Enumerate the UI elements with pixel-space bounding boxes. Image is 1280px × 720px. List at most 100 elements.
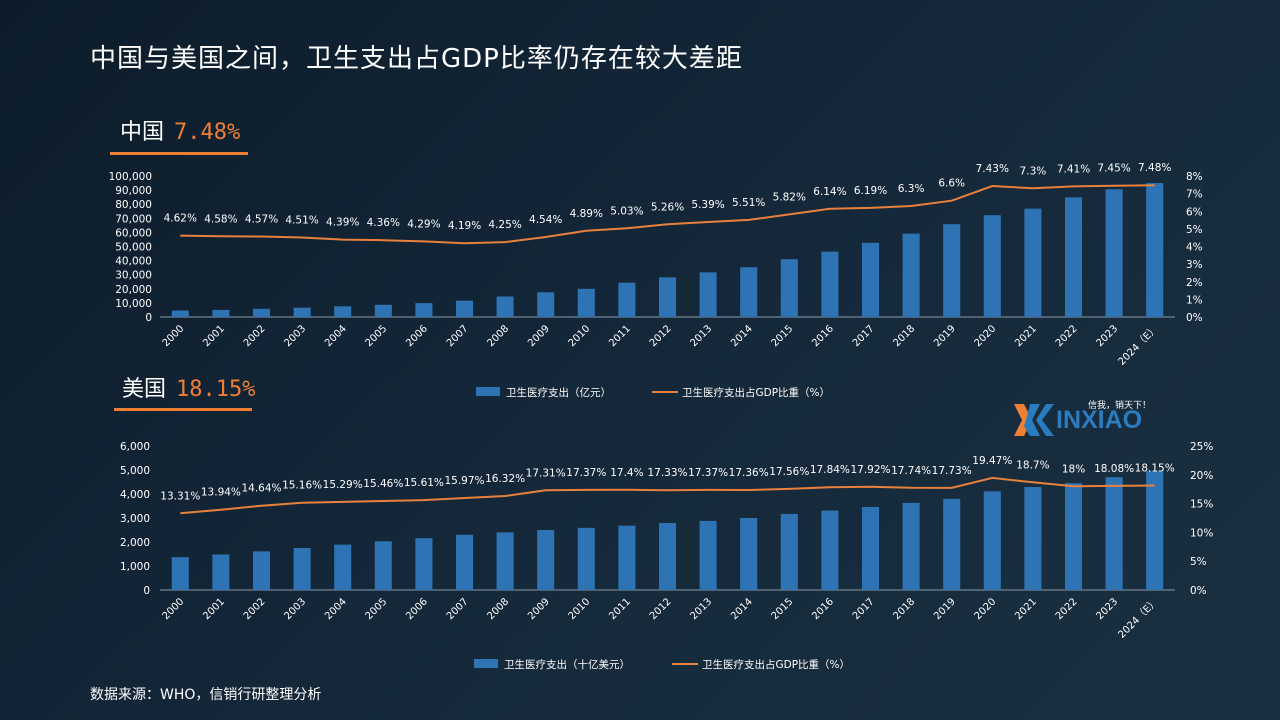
china-y2-tick-label: 1% <box>1186 294 1203 306</box>
china-bar <box>1105 189 1123 317</box>
china-x-tick-label: 2011 <box>607 323 633 349</box>
china-bar <box>455 300 474 317</box>
china-data-label: 6.3% <box>898 183 925 195</box>
logo-mark-icon <box>1014 404 1054 436</box>
china-x-tick-label: 2014 <box>729 323 755 349</box>
china-y2-tick-label: 3% <box>1186 259 1203 271</box>
china-bar <box>780 259 798 317</box>
china-y2-tick-label: 4% <box>1186 242 1203 254</box>
usa-data-label: 17.31% <box>526 467 566 479</box>
usa-x-tick-label: 2016 <box>810 596 836 622</box>
china-line-series <box>180 184 1155 245</box>
china-data-label: 5.26% <box>651 201 684 213</box>
usa-x-tick-label: 2013 <box>688 596 714 622</box>
china-data-label: 4.51% <box>285 215 318 227</box>
china-data-label: 7.45% <box>1097 163 1130 175</box>
usa-data-label: 13.31% <box>160 490 200 502</box>
china-x-tick-label: 2006 <box>404 323 430 349</box>
usa-data-label: 17.36% <box>729 467 769 479</box>
china-data-label: 5.51% <box>732 197 765 209</box>
logo: 信我，销天下！ INXIAO <box>1012 400 1182 440</box>
china-y2-tick-label: 5% <box>1186 224 1203 236</box>
china-data-label: 7.43% <box>976 163 1009 175</box>
usa-bar <box>1064 483 1083 590</box>
logo-slogan: 信我，销天下！ <box>1088 401 1152 411</box>
china-bar <box>334 306 352 317</box>
usa-x-tick-label: 2000 <box>161 596 187 622</box>
usa-data-label: 17.37% <box>688 467 728 479</box>
china-x-tick-label: 2019 <box>932 323 958 349</box>
usa-y2-tick-label: 5% <box>1190 556 1207 568</box>
china-bar <box>171 310 189 317</box>
usa-y-tick-label: 6,000 <box>120 441 150 453</box>
china-x-tick-label: 2020 <box>973 323 999 349</box>
china-x-tick-label: 2023 <box>1094 323 1120 349</box>
usa-x-tick-label: 2003 <box>282 596 308 622</box>
china-x-tick-label: 2005 <box>364 323 390 349</box>
china-data-label: 7.48% <box>1138 162 1171 174</box>
china-y-tick-label: 90,000 <box>115 185 152 197</box>
usa-value: 18.15% <box>176 377 256 402</box>
usa-data-label: 17.4% <box>610 467 643 479</box>
usa-line-series <box>180 476 1155 515</box>
usa-data-label: 19.47% <box>972 455 1012 467</box>
china-x-tick-label: 2017 <box>851 323 877 349</box>
china-bar <box>293 307 311 317</box>
usa-x-tick-label: 2011 <box>607 596 633 622</box>
usa-bar <box>780 513 798 590</box>
usa-data-label: 15.16% <box>282 480 322 492</box>
china-bar <box>740 267 758 317</box>
usa-bar <box>943 498 961 590</box>
china-x-tick-label: 2010 <box>567 323 593 349</box>
usa-bar <box>455 534 474 590</box>
china-legend-bar-label: 卫生医疗支出（亿元） <box>506 386 611 399</box>
usa-bar <box>252 551 271 590</box>
china-x-tick-label: 2016 <box>810 323 836 349</box>
usa-legend-line-label: 卫生医疗支出占GDP比重（%） <box>702 658 850 671</box>
china-label: 中国 <box>120 120 165 145</box>
usa-data-label: 18.7% <box>1016 459 1049 471</box>
china-x-tick-label: 2009 <box>526 323 552 349</box>
china-data-label: 7.41% <box>1057 163 1090 175</box>
china-bar <box>943 224 961 317</box>
china-data-label: 4.89% <box>570 208 603 220</box>
usa-x-tick-label: 2010 <box>567 596 593 622</box>
china-x-tick-label: 2001 <box>201 323 227 349</box>
usa-x-tick-label: 2009 <box>526 596 552 622</box>
china-data-label: 4.54% <box>529 214 562 226</box>
usa-x-tick-label: 2008 <box>485 596 511 622</box>
china-bar <box>1024 208 1042 317</box>
china-y-tick-label: 50,000 <box>115 242 152 254</box>
china-bar <box>618 282 636 317</box>
page-title: 中国与美国之间，卫生支出占GDP比率仍存在较大差距 <box>90 44 743 74</box>
china-data-label: 4.62% <box>164 213 197 225</box>
china-y2-tick-label: 2% <box>1186 277 1203 289</box>
usa-x-tick-label: 2024（E） <box>1116 596 1161 641</box>
usa-data-label: 17.84% <box>810 464 850 476</box>
usa-x-tick-label: 2019 <box>932 596 958 622</box>
usa-bar <box>1024 487 1042 590</box>
china-y-tick-label: 70,000 <box>115 213 152 225</box>
china-x-tick-label: 2008 <box>485 323 511 349</box>
china-y-tick-label: 10,000 <box>115 298 152 310</box>
china-bar <box>1064 197 1083 317</box>
china-bar <box>699 272 717 317</box>
china-section-heading: 中国 7.48% <box>120 114 240 146</box>
usa-data-label: 15.61% <box>404 477 444 489</box>
china-y-tick-label: 80,000 <box>115 199 152 211</box>
china-x-tick-label: 2024（E） <box>1116 323 1161 368</box>
usa-y-tick-label: 5,000 <box>120 465 150 477</box>
china-data-label: 4.19% <box>448 220 481 232</box>
china-x-tick-label: 2022 <box>1054 323 1080 349</box>
usa-bar <box>334 544 352 590</box>
china-y2-tick-label: 6% <box>1186 206 1203 218</box>
china-y-tick-label: 30,000 <box>115 270 152 282</box>
usa-bar <box>658 523 677 590</box>
china-legend-line-label: 卫生医疗支出占GDP比重（%） <box>682 386 830 399</box>
usa-y-tick-label: 0 <box>143 585 150 597</box>
china-bar <box>212 309 230 317</box>
china-data-label: 6.6% <box>938 178 965 190</box>
usa-data-label: 17.92% <box>850 464 890 476</box>
china-bar <box>1146 183 1164 317</box>
usa-bar <box>374 541 392 590</box>
